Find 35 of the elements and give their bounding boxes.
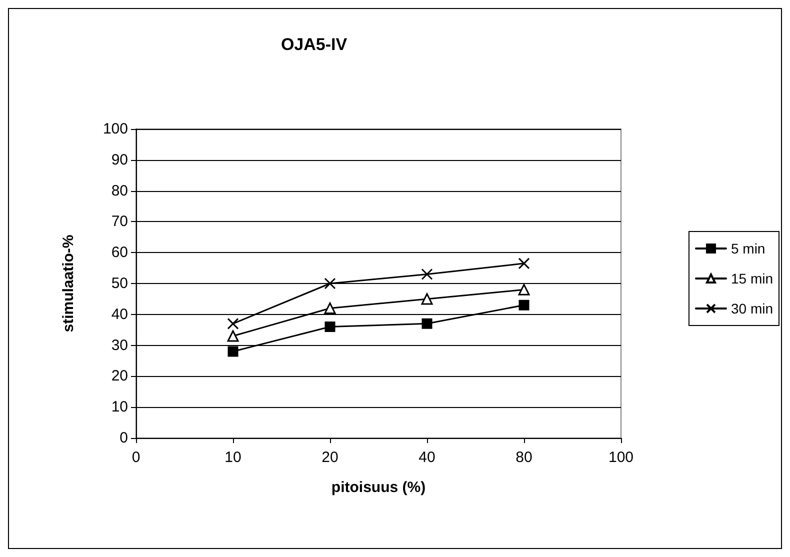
point bbox=[422, 318, 432, 329]
y-tick-label: 0 bbox=[120, 430, 128, 446]
y-tick-label: 100 bbox=[102, 120, 128, 138]
y-tick-label: 20 bbox=[111, 368, 128, 385]
x-tick-label: 10 bbox=[224, 449, 242, 466]
point bbox=[421, 293, 433, 305]
point bbox=[228, 346, 238, 357]
legend-label: 15 min bbox=[730, 270, 774, 286]
x-tick-label: 100 bbox=[608, 449, 634, 466]
point bbox=[324, 278, 336, 290]
y-tick-label: 50 bbox=[111, 275, 128, 292]
legend-label: 30 min bbox=[730, 300, 774, 316]
y-tick-label: 10 bbox=[111, 398, 128, 416]
x-tick-label: 40 bbox=[418, 449, 436, 466]
y-tick-label: 40 bbox=[111, 306, 128, 323]
y-tick-label: 30 bbox=[111, 336, 128, 354]
point bbox=[324, 322, 336, 332]
y-axis-title: stimulaatio-% bbox=[60, 234, 77, 332]
point bbox=[518, 300, 530, 310]
point bbox=[518, 284, 530, 296]
y-tick-label: 90 bbox=[111, 151, 128, 168]
point bbox=[518, 258, 530, 270]
x-tick-label: 80 bbox=[516, 449, 532, 466]
x-axis-title: pitoisuus (%) bbox=[331, 479, 426, 496]
y-tick-label: 80 bbox=[111, 182, 128, 200]
point bbox=[324, 302, 336, 314]
y-tick-label: 60 bbox=[111, 244, 128, 262]
legend-label: 5 min bbox=[730, 240, 766, 256]
chart-title: OJA5-IV bbox=[280, 35, 348, 54]
y-tick-label: 70 bbox=[111, 213, 128, 230]
point bbox=[227, 318, 239, 330]
point bbox=[227, 330, 239, 342]
point bbox=[421, 268, 433, 280]
x-tick-label: 0 bbox=[132, 449, 140, 466]
x-tick-label: 20 bbox=[322, 449, 338, 466]
